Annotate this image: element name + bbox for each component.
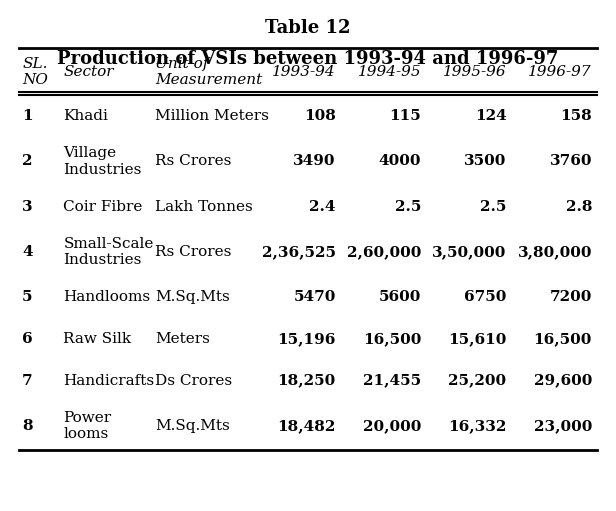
Text: 5: 5	[22, 290, 33, 304]
Text: SL.
NO: SL. NO	[22, 57, 48, 87]
Text: 1996-97: 1996-97	[529, 65, 592, 79]
Text: Meters: Meters	[155, 332, 209, 346]
Text: M.Sq.Mts: M.Sq.Mts	[155, 419, 230, 433]
Text: Handlooms: Handlooms	[63, 290, 150, 304]
Text: 108: 108	[304, 109, 336, 123]
Text: Small-Scale
Industries: Small-Scale Industries	[63, 237, 154, 267]
Text: Million Meters: Million Meters	[155, 109, 269, 123]
Text: 5600: 5600	[379, 290, 421, 304]
Text: 29,600: 29,600	[533, 374, 592, 387]
Text: 2,36,525: 2,36,525	[262, 245, 336, 259]
Text: 16,332: 16,332	[448, 419, 506, 433]
Text: 7200: 7200	[549, 290, 592, 304]
Text: 3,50,000: 3,50,000	[432, 245, 506, 259]
Text: 6750: 6750	[464, 290, 506, 304]
Text: Unit of
Measurement: Unit of Measurement	[155, 57, 262, 87]
Text: 2.5: 2.5	[395, 200, 421, 214]
Text: Power
looms: Power looms	[63, 411, 111, 441]
Text: 1993-94: 1993-94	[272, 65, 336, 79]
Text: 1994-95: 1994-95	[357, 65, 421, 79]
Text: Table 12: Table 12	[265, 19, 351, 37]
Text: Rs Crores: Rs Crores	[155, 154, 231, 169]
Text: 4000: 4000	[379, 154, 421, 169]
Text: 4: 4	[22, 245, 33, 259]
Text: 8: 8	[22, 419, 33, 433]
Text: Khadi: Khadi	[63, 109, 108, 123]
Text: Village
Industries: Village Industries	[63, 146, 142, 177]
Text: 1: 1	[22, 109, 33, 123]
Text: M.Sq.Mts: M.Sq.Mts	[155, 290, 230, 304]
Text: Production of VSIs between 1993-94 and 1996-97: Production of VSIs between 1993-94 and 1…	[57, 50, 559, 67]
Text: Handicrafts: Handicrafts	[63, 374, 155, 387]
Text: 124: 124	[475, 109, 506, 123]
Text: 2,60,000: 2,60,000	[347, 245, 421, 259]
Text: 3760: 3760	[549, 154, 592, 169]
Text: 3500: 3500	[464, 154, 506, 169]
Text: Raw Silk: Raw Silk	[63, 332, 132, 346]
Text: 2: 2	[22, 154, 33, 169]
Text: 23,000: 23,000	[533, 419, 592, 433]
Text: 21,455: 21,455	[363, 374, 421, 387]
Text: Rs Crores: Rs Crores	[155, 245, 231, 259]
Text: 7: 7	[22, 374, 33, 387]
Text: Sector: Sector	[63, 65, 114, 79]
Text: 115: 115	[389, 109, 421, 123]
Text: 2.8: 2.8	[565, 200, 592, 214]
Text: 16,500: 16,500	[363, 332, 421, 346]
Text: 16,500: 16,500	[533, 332, 592, 346]
Text: 3: 3	[22, 200, 33, 214]
Text: 2.4: 2.4	[309, 200, 336, 214]
Text: 18,482: 18,482	[277, 419, 336, 433]
Text: 1995-96: 1995-96	[443, 65, 506, 79]
Text: 6: 6	[22, 332, 33, 346]
Text: 3490: 3490	[293, 154, 336, 169]
Text: Lakh Tonnes: Lakh Tonnes	[155, 200, 253, 214]
Text: Ds Crores: Ds Crores	[155, 374, 232, 387]
Text: 5470: 5470	[293, 290, 336, 304]
Text: 158: 158	[561, 109, 592, 123]
Text: 3,80,000: 3,80,000	[517, 245, 592, 259]
Text: 15,196: 15,196	[277, 332, 336, 346]
Text: 2.5: 2.5	[480, 200, 506, 214]
Text: 20,000: 20,000	[363, 419, 421, 433]
Text: Coir Fibre: Coir Fibre	[63, 200, 143, 214]
Text: 18,250: 18,250	[277, 374, 336, 387]
Text: 15,610: 15,610	[448, 332, 506, 346]
Text: 25,200: 25,200	[448, 374, 506, 387]
